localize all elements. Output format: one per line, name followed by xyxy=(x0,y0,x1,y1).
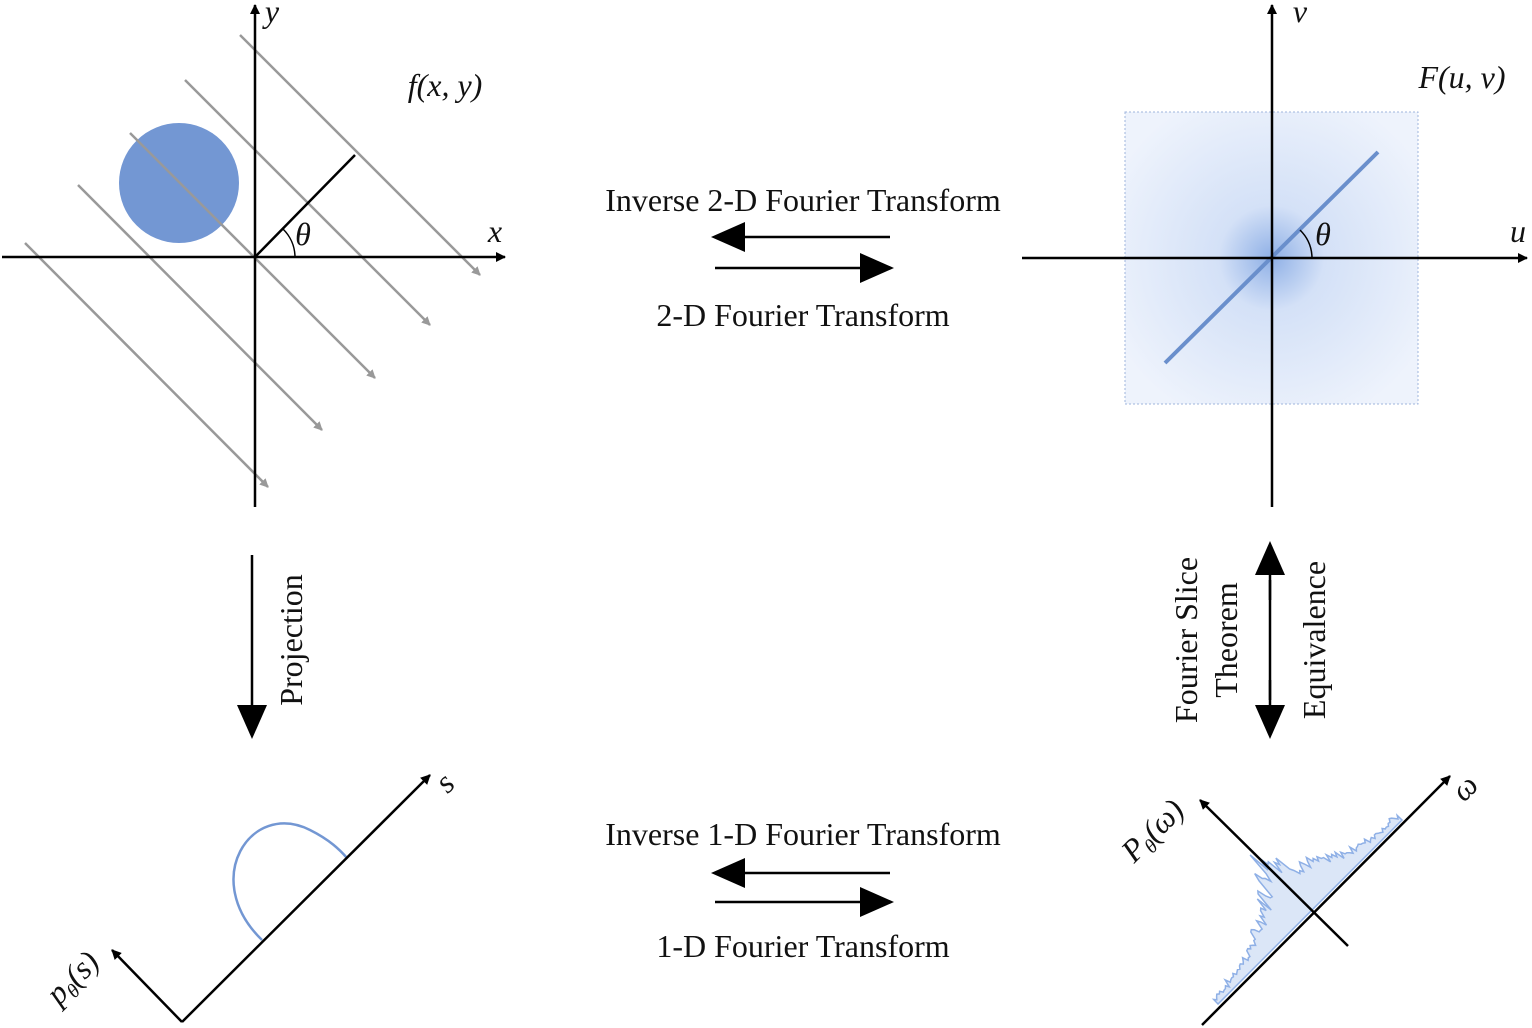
frequency-panel: θ u v F(u, v) xyxy=(1022,0,1527,507)
inverse-label: Inverse 2-D Fourier Transform xyxy=(605,182,1001,218)
projection-step: Projection xyxy=(252,555,309,735)
angle-arc xyxy=(283,229,295,257)
slice-spectrum xyxy=(1214,815,1402,1004)
theorem-line: Theorem xyxy=(1208,582,1244,698)
x-axis-label: x xyxy=(487,213,502,249)
equivalence-label: Equivalence xyxy=(1296,561,1332,719)
u-axis-label: u xyxy=(1510,213,1526,249)
forward-label: 1-D Fourier Transform xyxy=(656,928,949,964)
inverse-label: Inverse 1-D Fourier Transform xyxy=(605,816,1001,852)
s-axis-label: s xyxy=(427,765,461,799)
s-axis xyxy=(182,775,430,1022)
function-label: F(u, v) xyxy=(1417,59,1505,95)
theorem-line: Fourier Slice xyxy=(1168,557,1204,723)
omega-axis xyxy=(1202,776,1450,1025)
angle-label: θ xyxy=(1315,216,1331,252)
equivalence-step: Fourier Slice Theorem Equivalence xyxy=(1168,545,1332,735)
diagram: θ x y f(x, y) Inverse 2-D Fourier Transf… xyxy=(0,0,1532,1028)
function-label: f(x, y) xyxy=(408,67,483,103)
projection-label: Projection xyxy=(273,574,309,706)
spatial-panel: θ x y f(x, y) xyxy=(2,0,505,507)
omega-axis-label: ω xyxy=(1444,767,1485,808)
angle-label: θ xyxy=(295,216,311,252)
projection-function: pθ(s) xyxy=(37,943,109,1015)
forward-label: 2-D Fourier Transform xyxy=(656,297,949,333)
slice-panel: ω Pθ(ω) xyxy=(1113,767,1485,1025)
top-transforms: Inverse 2-D Fourier Transform 2-D Fourie… xyxy=(605,182,1001,333)
projection-panel: s pθ(s) xyxy=(37,765,461,1022)
bottom-transforms: Inverse 1-D Fourier Transform 1-D Fourie… xyxy=(605,816,1001,964)
projection-curve xyxy=(234,823,347,940)
y-axis-label: y xyxy=(262,0,280,29)
p-axis xyxy=(112,950,182,1022)
v-axis-label: v xyxy=(1293,0,1308,29)
slice-function: Pθ(ω) xyxy=(1113,792,1194,873)
